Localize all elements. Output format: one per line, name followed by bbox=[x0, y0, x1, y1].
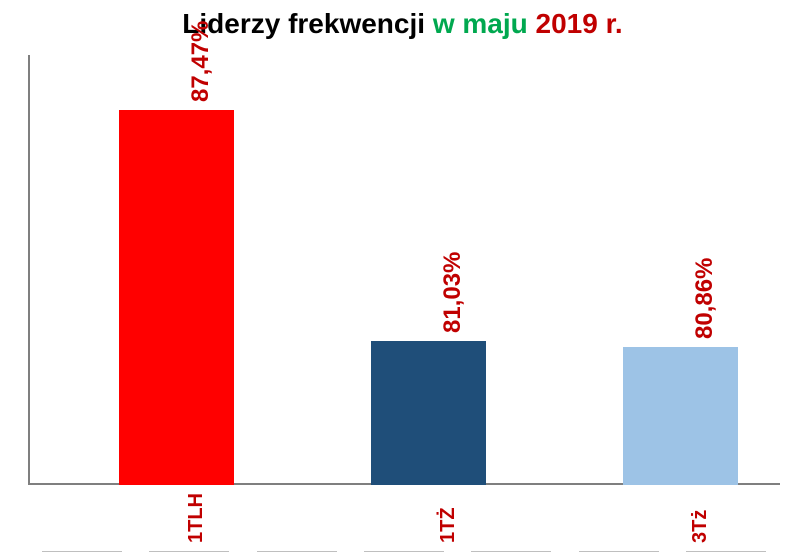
title-part-2: w maju bbox=[433, 8, 536, 39]
category-label-0: 1TLH bbox=[185, 493, 208, 543]
chart-title: Liderzy frekwencji w maju 2019 r. bbox=[0, 8, 805, 40]
bottom-tick bbox=[471, 551, 551, 552]
bottom-tick bbox=[579, 551, 659, 552]
data-label-2: 80,86% bbox=[691, 257, 719, 338]
title-part-1: Liderzy frekwencji bbox=[182, 8, 433, 39]
data-label-0: 87,47% bbox=[187, 20, 215, 101]
plot-area: 87,47% 81,03% 80,86% bbox=[28, 55, 780, 485]
bottom-tick bbox=[686, 551, 766, 552]
bottom-tick bbox=[149, 551, 229, 552]
bar-0 bbox=[119, 110, 234, 485]
bottom-tick bbox=[257, 551, 337, 552]
y-axis-line bbox=[28, 55, 30, 485]
category-label-1: 1TŻ bbox=[437, 507, 460, 543]
bottom-tick bbox=[364, 551, 444, 552]
chart-container: Liderzy frekwencji w maju 2019 r. 87,47%… bbox=[0, 0, 805, 559]
title-part-3: 2019 r. bbox=[536, 8, 623, 39]
category-label-2: 3Tż bbox=[689, 510, 712, 543]
bar-1 bbox=[371, 341, 486, 485]
bar-2 bbox=[623, 347, 738, 485]
bottom-tick bbox=[42, 551, 122, 552]
data-label-1: 81,03% bbox=[439, 251, 467, 332]
